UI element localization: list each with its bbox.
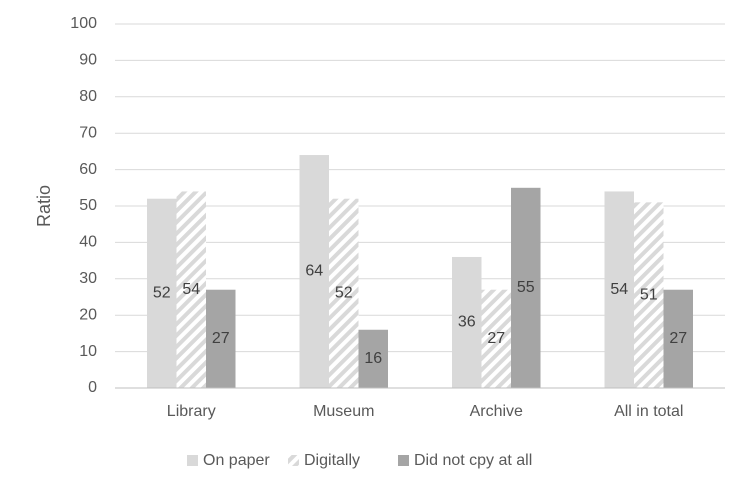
bar xyxy=(147,198,177,388)
y-tick-label: 100 xyxy=(70,15,97,32)
bar xyxy=(358,329,388,388)
bar xyxy=(634,202,664,388)
data-label: 27 xyxy=(212,330,230,347)
y-tick-label: 40 xyxy=(79,234,97,251)
legend-swatch xyxy=(398,455,409,466)
x-tick-label: Archive xyxy=(470,403,523,420)
legend-label: Did not cpy at all xyxy=(414,452,532,469)
data-label: 54 xyxy=(610,281,628,298)
data-label: 36 xyxy=(458,314,476,331)
data-label: 16 xyxy=(364,350,382,367)
data-label: 54 xyxy=(182,281,200,298)
bar xyxy=(329,198,359,388)
bar xyxy=(452,256,482,388)
x-tick-label: Library xyxy=(167,403,216,420)
data-label: 51 xyxy=(640,286,658,303)
data-label: 52 xyxy=(153,285,171,302)
y-axis-label: Ratio xyxy=(34,185,54,227)
y-tick-label: 10 xyxy=(79,343,97,360)
y-tick-label: 70 xyxy=(79,124,97,141)
bar xyxy=(481,289,511,388)
legend-label: Digitally xyxy=(304,452,360,469)
legend-label: On paper xyxy=(203,452,270,469)
data-label: 52 xyxy=(335,285,353,302)
data-label: 27 xyxy=(487,330,505,347)
bar xyxy=(511,187,541,388)
bar xyxy=(206,289,236,388)
data-label: 64 xyxy=(305,263,323,280)
data-label: 55 xyxy=(517,279,535,296)
y-tick-label: 20 xyxy=(79,306,97,323)
y-tick-label: 50 xyxy=(79,197,97,214)
legend-swatch xyxy=(187,455,198,466)
legend-swatch xyxy=(288,455,299,466)
y-tick-label: 90 xyxy=(79,52,97,69)
bar xyxy=(604,191,634,388)
y-tick-label: 60 xyxy=(79,161,97,178)
bar xyxy=(663,289,693,388)
y-tick-label: 80 xyxy=(79,88,97,105)
x-tick-label: Museum xyxy=(313,403,374,420)
data-label: 27 xyxy=(669,330,687,347)
bar xyxy=(176,191,206,388)
y-tick-label: 30 xyxy=(79,270,97,287)
bar xyxy=(299,155,329,388)
y-tick-label: 0 xyxy=(88,379,97,396)
x-tick-label: All in total xyxy=(614,403,683,420)
